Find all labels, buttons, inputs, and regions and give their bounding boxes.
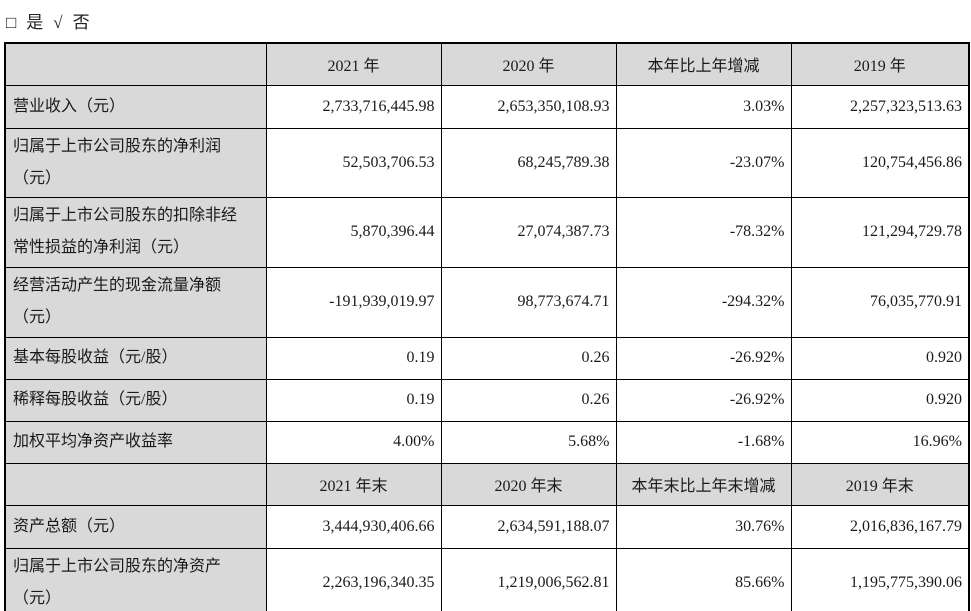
value-cell-2019: 1,195,775,390.06 (790, 547, 970, 611)
header-year-end-change: 本年末比上年末增减 (615, 462, 792, 506)
header-2020-end: 2020 年末 (440, 462, 617, 506)
table-row-total-assets: 资产总额（元） 3,444,930,406.66 2,634,591,188.0… (4, 504, 970, 549)
value-cell-2021: 52,503,706.53 (265, 127, 442, 198)
no-label: 否 (72, 13, 91, 32)
check-mark-icon: √ (53, 13, 64, 32)
value-cell-change: 3.03% (615, 84, 792, 129)
value-cell-change: -26.92% (615, 336, 792, 380)
value-cell-2020: 2,634,591,188.07 (440, 504, 617, 549)
value-cell-change: -294.32% (615, 266, 792, 338)
row-label-cell: 稀释每股收益（元/股） (4, 378, 267, 422)
value-cell-change: -1.68% (615, 420, 792, 464)
value-cell-change: 30.76% (615, 504, 792, 549)
value-cell-2020: 5.68% (440, 420, 617, 464)
value-cell-2020: 98,773,674.71 (440, 266, 617, 338)
value-cell-2020: 68,245,789.38 (440, 127, 617, 198)
value-cell-2021: 5,870,396.44 (265, 196, 442, 268)
row-label-cell: 营业收入（元） (4, 84, 267, 129)
value-cell-2020: 27,074,387.73 (440, 196, 617, 268)
yes-label: 是 (26, 13, 45, 32)
value-cell-2021: 2,733,716,445.98 (265, 84, 442, 129)
header-2019-end: 2019 年末 (790, 462, 970, 506)
value-cell-change: -23.07% (615, 127, 792, 198)
value-cell-2019: 120,754,456.86 (790, 127, 970, 198)
header-blank-cell (4, 462, 267, 506)
header-2019: 2019 年 (790, 42, 970, 86)
table-row-net-profit: 归属于上市公司股东的净利润 （元） 52,503,706.53 68,245,7… (4, 127, 970, 198)
header-2020: 2020 年 (440, 42, 617, 86)
header-2021-end: 2021 年末 (265, 462, 442, 506)
row-label-cell: 归属于上市公司股东的扣除非经 常性损益的净利润（元） (4, 196, 267, 268)
row-label-cell: 归属于上市公司股东的净利润 （元） (4, 127, 267, 198)
value-cell-2019: 0.920 (790, 378, 970, 422)
value-cell-2020: 2,653,350,108.93 (440, 84, 617, 129)
row-label-cell: 加权平均净资产收益率 (4, 420, 267, 464)
row-label-cell: 资产总额（元） (4, 504, 267, 549)
table-row-revenue: 营业收入（元） 2,733,716,445.98 2,653,350,108.9… (4, 84, 970, 129)
row-label-cell: 归属于上市公司股东的净资产 （元） (4, 547, 267, 611)
table-row-basic-eps: 基本每股收益（元/股） 0.19 0.26 -26.92% 0.920 (4, 336, 970, 380)
row-label-cell: 基本每股收益（元/股） (4, 336, 267, 380)
value-cell-2019: 2,016,836,167.79 (790, 504, 970, 549)
value-cell-2021: 4.00% (265, 420, 442, 464)
value-cell-2019: 121,294,729.78 (790, 196, 970, 268)
value-cell-2021: -191,939,019.97 (265, 266, 442, 338)
table-row-operating-cash-flow: 经营活动产生的现金流量净额 （元） -191,939,019.97 98,773… (4, 266, 970, 338)
value-cell-change: 85.66% (615, 547, 792, 611)
value-cell-2019: 16.96% (790, 420, 970, 464)
table-header-row-year-end: 2021 年末 2020 年末 本年末比上年末增减 2019 年末 (4, 462, 970, 506)
header-yoy-change: 本年比上年增减 (615, 42, 792, 86)
value-cell-2021: 0.19 (265, 336, 442, 380)
value-cell-2020: 1,219,006,562.81 (440, 547, 617, 611)
value-cell-2020: 0.26 (440, 378, 617, 422)
financial-summary-table: 2021 年 2020 年 本年比上年增减 2019 年 营业收入（元） 2,7… (4, 42, 970, 611)
value-cell-2021: 0.19 (265, 378, 442, 422)
row-label-cell: 经营活动产生的现金流量净额 （元） (4, 266, 267, 338)
value-cell-change: -26.92% (615, 378, 792, 422)
value-cell-change: -78.32% (615, 196, 792, 268)
table-row-diluted-eps: 稀释每股收益（元/股） 0.19 0.26 -26.92% 0.920 (4, 378, 970, 422)
value-cell-2020: 0.26 (440, 336, 617, 380)
value-cell-2021: 2,263,196,340.35 (265, 547, 442, 611)
value-cell-2021: 3,444,930,406.66 (265, 504, 442, 549)
table-row-weighted-roe: 加权平均净资产收益率 4.00% 5.68% -1.68% 16.96% (4, 420, 970, 464)
unchecked-box-icon: □ (6, 13, 18, 32)
value-cell-2019: 0.920 (790, 336, 970, 380)
table-header-row-annual: 2021 年 2020 年 本年比上年增减 2019 年 (4, 42, 970, 86)
yes-no-line: □ 是 √ 否 (6, 8, 971, 33)
table-row-net-assets: 归属于上市公司股东的净资产 （元） 2,263,196,340.35 1,219… (4, 547, 970, 611)
table-row-net-profit-excl-nonrecurring: 归属于上市公司股东的扣除非经 常性损益的净利润（元） 5,870,396.44 … (4, 196, 970, 268)
header-blank-cell (4, 42, 267, 86)
header-2021: 2021 年 (265, 42, 442, 86)
value-cell-2019: 2,257,323,513.63 (790, 84, 970, 129)
value-cell-2019: 76,035,770.91 (790, 266, 970, 338)
